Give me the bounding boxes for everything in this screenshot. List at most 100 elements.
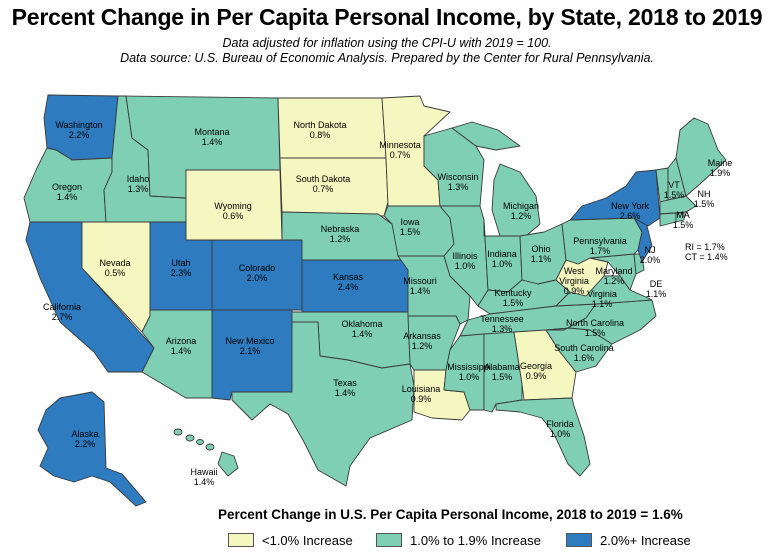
legend-swatch-mid <box>376 533 402 547</box>
label-name-new-hampshire: NH <box>698 189 711 199</box>
state-michigan-upper[interactable] <box>451 121 521 151</box>
state-labels: Washington 2.2% Oregon 1.4% California 2.7%… <box>43 120 732 487</box>
state-florida[interactable] <box>495 397 591 477</box>
label-name-vermont: VT <box>668 180 680 190</box>
label-value-colorado: 2.0% <box>247 273 268 283</box>
state-south-dakota[interactable] <box>279 157 389 217</box>
label-value-new-jersey: 2.0% <box>640 255 661 265</box>
label-name-north-dakota: North Dakota <box>293 120 346 130</box>
label-name-tennessee: Tennessee <box>480 314 524 324</box>
state-north-carolina[interactable] <box>545 299 657 345</box>
label-name-wisconsin: Wisconsin <box>437 172 478 182</box>
label-value-massachusetts: 1.5% <box>673 220 694 230</box>
label-value-new-mexico: 2.1% <box>240 346 261 356</box>
label-name-delaware: DE <box>650 279 663 289</box>
label-value-indiana: 1.0% <box>492 259 513 269</box>
label-name-new-mexico: New Mexico <box>225 336 274 346</box>
state-rhode-island[interactable] <box>675 212 685 223</box>
map-title: Percent Change in Per Capita Personal In… <box>11 4 763 30</box>
label-value-michigan: 1.2% <box>511 211 532 221</box>
legend-swatch-low <box>228 533 254 547</box>
state-texas[interactable] <box>231 321 415 487</box>
label-connecticut: CT = 1.4% <box>685 252 728 262</box>
label-value-vermont: 1.5% <box>664 190 685 200</box>
svg-text:RI = 1.7%CT = 1.4%: RI = 1.7% CT = 1.4% <box>685 242 728 262</box>
label-value-north-dakota: 0.8% <box>310 130 331 140</box>
legend-label-mid: 1.0% to 1.9% Increase <box>410 532 541 548</box>
label-name-hawaii: Hawaii <box>190 467 217 477</box>
state-illinois[interactable] <box>439 205 489 307</box>
label-value-mississippi: 1.0% <box>459 372 480 382</box>
label-value-arizona: 1.4% <box>171 346 192 356</box>
label-name-missouri: Missouri <box>403 276 437 286</box>
legend-label-high: 2.0%+ Increase <box>600 532 691 548</box>
label-value-delaware: 1.1% <box>646 289 667 299</box>
svg-text:DE1.1%: DE 1.1% <box>646 279 667 299</box>
label-name-georgia: Georgia <box>520 361 552 371</box>
label-name-michigan: Michigan <box>503 201 539 211</box>
label-value-montana: 1.4% <box>202 137 223 147</box>
us-percent-change-note: Percent Change in U.S. Per Capita Person… <box>218 507 683 522</box>
label-rhode-island: RI = 1.7% <box>685 242 725 252</box>
state-hawaii-islands[interactable] <box>173 428 239 477</box>
label-value-georgia: 0.9% <box>526 371 547 381</box>
label-value-south-carolina: 1.6% <box>574 353 595 363</box>
label-value-missouri: 1.4% <box>410 286 431 296</box>
label-value-pennsylvania: 1.7% <box>590 246 611 256</box>
label-name-south-dakota: South Dakota <box>296 174 351 184</box>
label-name-alaska: Alaska <box>71 429 98 439</box>
label-value-louisiana: 0.9% <box>411 394 432 404</box>
label-name-nevada: Nevada <box>99 258 130 268</box>
legend-item-low: <1.0% Increase <box>228 532 353 548</box>
label-name-virginia: Virginia <box>587 289 617 299</box>
label-name-colorado: Colorado <box>239 263 276 273</box>
label-name-florida: Florida <box>546 419 574 429</box>
label-value-ohio: 1.1% <box>531 254 552 264</box>
label-value-west-virginia: 0.9% <box>564 286 585 296</box>
label-name-mississippi: Mississippi <box>447 362 491 372</box>
label-name-nebraska: Nebraska <box>321 224 360 234</box>
state-michigan[interactable] <box>491 163 541 237</box>
svg-text:MA1.5%: MA 1.5% <box>673 210 694 230</box>
state-maine[interactable] <box>675 117 727 197</box>
label-name-maryland: Maryland <box>595 266 632 276</box>
label-name-utah: Utah <box>171 258 190 268</box>
label-name-alabama: Alabama <box>484 362 520 372</box>
label-value-new-york: 2.6% <box>620 211 641 221</box>
state-new-york[interactable] <box>569 169 661 227</box>
map-subtitle-inflation: Data adjusted for inflation using the CP… <box>222 36 552 50</box>
label-value-idaho: 1.3% <box>128 184 149 194</box>
label-name-pennsylvania: Pennsylvania <box>573 236 627 246</box>
label-name-kansas: Kansas <box>333 272 364 282</box>
label-value-oklahoma: 1.4% <box>352 329 373 339</box>
legend-item-high: 2.0%+ Increase <box>566 532 691 548</box>
state-alaska[interactable] <box>37 391 147 507</box>
label-name-massachusetts: MA <box>676 210 690 220</box>
legend-label-low: <1.0% Increase <box>262 532 353 548</box>
